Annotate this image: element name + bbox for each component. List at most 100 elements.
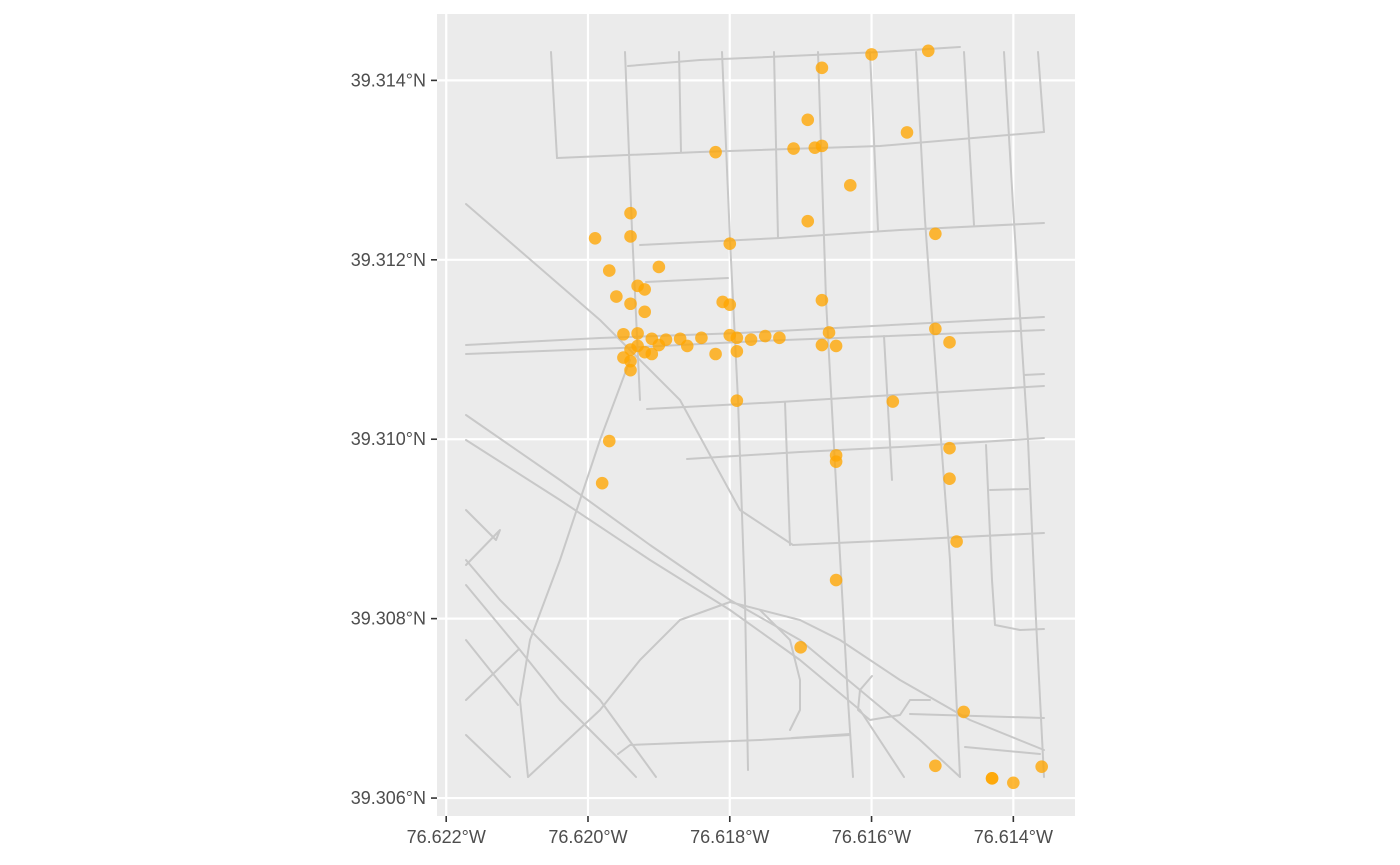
y-tick-label: 39.314°N	[351, 70, 426, 90]
data-point	[865, 48, 878, 61]
data-point	[900, 126, 914, 139]
data-point	[723, 237, 737, 250]
road	[1037, 51, 1045, 133]
data-point	[624, 354, 637, 368]
grid-lines	[437, 14, 1075, 816]
road	[645, 277, 729, 283]
data-point	[794, 641, 807, 654]
road	[465, 203, 794, 546]
data-point	[929, 227, 942, 241]
data-point	[624, 363, 637, 377]
road	[465, 559, 657, 778]
data-point	[730, 394, 744, 407]
data-point	[1035, 760, 1048, 773]
data-point	[723, 298, 737, 311]
road	[519, 359, 631, 778]
x-tick-label: 76.616°W	[832, 827, 911, 847]
road	[465, 639, 519, 706]
data-point	[943, 441, 956, 455]
road	[791, 733, 851, 739]
data-point	[943, 336, 956, 349]
data-point	[921, 44, 935, 58]
data-point	[624, 297, 637, 311]
data-point	[624, 206, 637, 220]
road	[784, 401, 791, 546]
data-point	[929, 322, 942, 336]
data-point	[829, 339, 843, 353]
y-tick-label: 39.306°N	[351, 788, 426, 808]
road	[964, 746, 1041, 755]
road	[883, 335, 893, 481]
data-point	[730, 331, 744, 345]
road	[465, 414, 961, 778]
axes: 76.622°W 76.620°W 76.618°W 76.616°W 76.614°W…	[351, 70, 1053, 847]
data-point	[822, 326, 836, 339]
data-point	[695, 331, 708, 345]
data-point	[829, 573, 843, 587]
data-point	[645, 347, 659, 361]
data-point	[595, 476, 609, 490]
data-point	[680, 339, 694, 353]
data-point	[730, 345, 744, 358]
road	[678, 51, 682, 153]
road	[465, 584, 637, 778]
data-point	[617, 327, 630, 341]
road	[646, 393, 911, 410]
data-point	[815, 338, 829, 352]
road	[686, 437, 1045, 460]
x-tick-label: 76.620°W	[548, 827, 627, 847]
road	[1023, 373, 1045, 376]
road	[465, 439, 905, 778]
data-point	[652, 260, 666, 274]
road	[527, 601, 1045, 778]
road	[989, 488, 1029, 491]
data-point	[985, 772, 999, 785]
incident-points	[588, 44, 1048, 790]
data-point	[758, 329, 772, 343]
road	[909, 713, 1045, 719]
road	[465, 509, 501, 566]
data-point	[709, 347, 722, 361]
road	[639, 222, 1045, 246]
road	[985, 444, 1045, 631]
data-point	[801, 214, 815, 228]
data-point	[929, 759, 942, 773]
data-point	[943, 472, 956, 485]
road	[465, 734, 511, 778]
road	[759, 609, 801, 731]
road	[857, 675, 931, 721]
data-point	[815, 61, 829, 75]
data-point	[957, 705, 971, 719]
y-tick-label: 39.308°N	[351, 609, 426, 629]
data-point	[843, 179, 857, 192]
x-tick-label: 76.618°W	[690, 827, 769, 847]
data-point	[638, 305, 652, 319]
data-point	[638, 283, 652, 296]
road	[909, 385, 1045, 395]
plot-panel	[437, 14, 1075, 816]
y-tick-label: 39.310°N	[351, 429, 426, 449]
road	[465, 649, 519, 701]
data-point	[631, 327, 644, 340]
road	[627, 46, 961, 67]
data-point	[588, 231, 602, 245]
road	[792, 532, 1045, 546]
road	[550, 51, 558, 159]
data-point	[744, 333, 758, 346]
data-point	[610, 290, 623, 303]
data-point	[787, 142, 800, 155]
data-point	[950, 535, 963, 548]
data-point	[801, 113, 815, 127]
road	[773, 51, 779, 239]
data-point	[886, 395, 900, 408]
data-point	[602, 434, 616, 448]
data-point	[815, 139, 829, 153]
data-point	[602, 264, 616, 277]
data-point	[1007, 776, 1020, 790]
road	[963, 51, 975, 226]
data-point	[773, 331, 786, 345]
data-point	[829, 455, 843, 468]
y-tick-label: 39.312°N	[351, 250, 426, 270]
data-point	[624, 230, 637, 243]
